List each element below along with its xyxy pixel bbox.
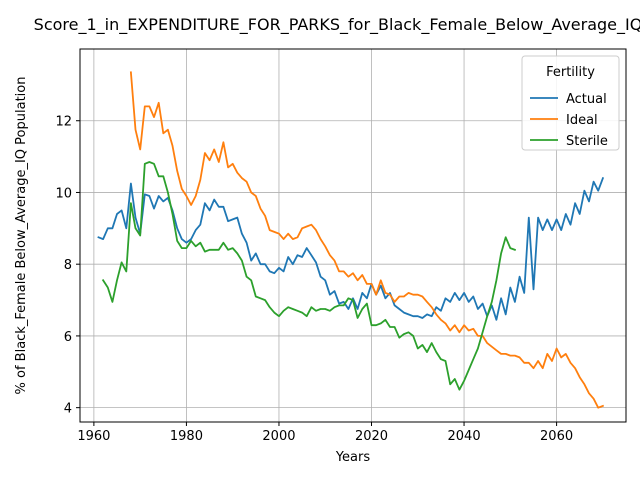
x-tick-label: 2040 xyxy=(448,429,481,444)
legend-label-actual: Actual xyxy=(566,92,607,107)
legend: Fertility Actual Ideal Sterile xyxy=(522,56,619,150)
legend-label-sterile: Sterile xyxy=(566,134,608,149)
y-tick-label: 6 xyxy=(64,330,72,345)
y-tick-label: 4 xyxy=(64,402,72,417)
y-tick-label: 12 xyxy=(55,115,72,130)
x-tick-label: 2020 xyxy=(355,429,388,444)
legend-title: Fertility xyxy=(546,65,595,80)
x-tick-label: 2000 xyxy=(262,429,295,444)
legend-label-ideal: Ideal xyxy=(566,113,598,128)
x-axis-ticks: 1960 1980 2000 2020 2040 2060 xyxy=(77,422,573,444)
chart-title: Score_1_in_EXPENDITURE_FOR_PARKS_for_Bla… xyxy=(34,15,640,35)
x-tick-label: 2060 xyxy=(540,429,573,444)
x-tick-label: 1980 xyxy=(170,429,203,444)
y-axis-label: % of Black_Female Below_Average_IQ Popul… xyxy=(14,77,29,395)
x-tick-label: 1960 xyxy=(77,429,110,444)
y-tick-label: 10 xyxy=(55,186,72,201)
x-axis-label: Years xyxy=(335,450,371,465)
y-tick-label: 8 xyxy=(64,258,72,273)
y-axis-ticks: 4 6 8 10 12 xyxy=(55,115,80,417)
series-line-sterile xyxy=(103,162,515,390)
